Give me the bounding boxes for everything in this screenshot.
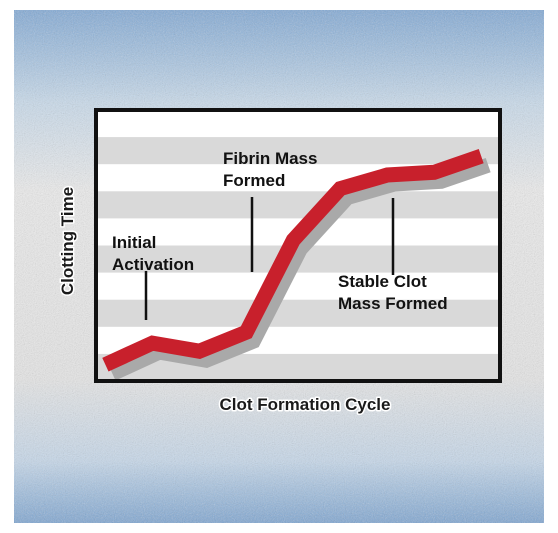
- annotation-text-line: Initial: [112, 233, 156, 252]
- plot-frame-layer: [94, 108, 502, 383]
- annotation-text-line: Formed: [223, 171, 285, 190]
- y-axis-label: Clotting Time: [58, 187, 77, 295]
- grid-stripe: [96, 191, 500, 219]
- plot-frame: [94, 108, 502, 383]
- annotation-fibrin-mass: Fibrin Mass Formed: [223, 149, 317, 272]
- line-shadow-layer: [109, 158, 491, 381]
- annotation-stable-clot: Stable Clot Mass Formed: [338, 198, 448, 313]
- annotation-text-line: Fibrin Mass: [223, 149, 317, 168]
- grid-stripes: [96, 137, 500, 381]
- annotation-text-line: Mass Formed: [338, 294, 448, 313]
- annotation-initial-activation: Initial Activation: [112, 233, 194, 320]
- annotation-layer: Initial Activation Fibrin Mass Formed Stable…: [112, 149, 448, 320]
- grid-stripe: [96, 299, 500, 327]
- grid-stripe: [96, 137, 500, 165]
- series-line-shadow: [109, 158, 491, 381]
- line-series-layer: [102, 149, 484, 372]
- annotation-text-line: Activation: [112, 255, 194, 274]
- annotation-text-line: Stable Clot: [338, 272, 427, 291]
- x-axis-label: Clot Formation Cycle: [220, 395, 391, 414]
